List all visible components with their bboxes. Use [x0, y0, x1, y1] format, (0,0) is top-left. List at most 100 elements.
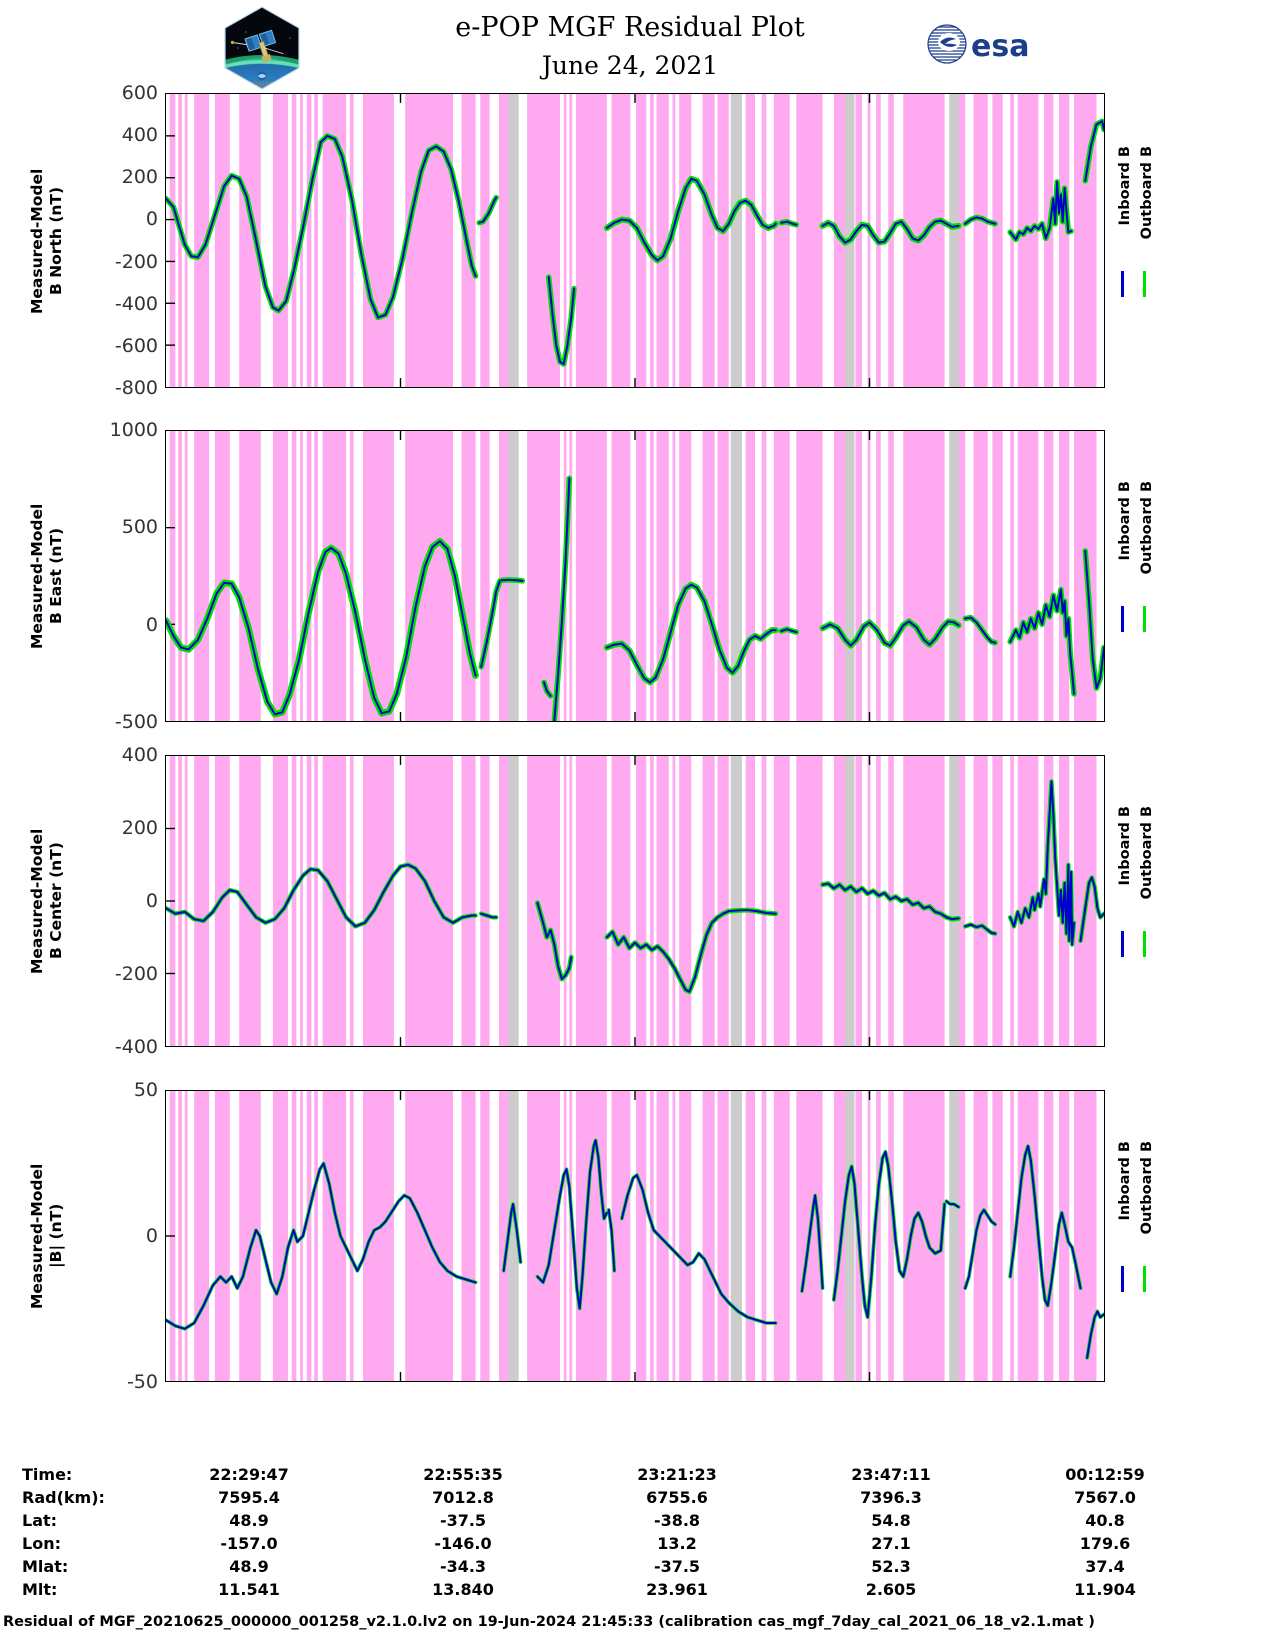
shaded-band-pink [992, 1091, 1003, 1381]
shaded-band-gray [845, 431, 855, 721]
shaded-band-pink [1043, 1091, 1054, 1381]
ytick-label: -50 [126, 1371, 158, 1393]
shaded-band-pink [717, 94, 729, 387]
shaded-band-pink [300, 756, 303, 1046]
trace-inboard-b [502, 1203, 522, 1272]
row-value: 22:55:35 [423, 1465, 503, 1484]
shaded-band-pink [761, 756, 767, 1046]
shaded-band-pink [745, 756, 756, 1046]
shaded-band-pink [322, 431, 347, 721]
ytick-label: 400 [121, 744, 158, 766]
trace-inboard-b [1084, 549, 1104, 690]
trace-inboard-b [478, 196, 498, 224]
plot-canvas-b-center [166, 756, 1104, 1046]
shaded-band-pink [563, 756, 567, 1046]
cassiope-mission-logo-icon: CASSIOPE [218, 4, 306, 92]
shaded-band-pink [867, 94, 871, 387]
shaded-band-pink [214, 94, 230, 387]
title-date: June 24, 2021 [541, 51, 719, 80]
shaded-band-pink [888, 431, 894, 721]
trace-inboard-b [821, 219, 960, 244]
shaded-band-pink [796, 756, 823, 1046]
ytick-label: 0 [145, 890, 158, 912]
trace-inboard-b [800, 1194, 824, 1293]
trace-inboard-b [166, 863, 477, 928]
shaded-band-pink [650, 94, 654, 387]
row-value: 54.8 [871, 1511, 911, 1530]
ytick-labels-b-north: 600 400 200 0 -200 -400 -600 -800 [60, 82, 158, 399]
shaded-band-pink [973, 94, 988, 387]
trace-inboard-b [1086, 1310, 1104, 1359]
shaded-band-pink [405, 431, 454, 721]
row-label: Time: [22, 1465, 73, 1484]
trace-inboard-b [536, 1139, 608, 1310]
shaded-band-pink [527, 431, 560, 721]
shaded-band-pink [1043, 431, 1054, 721]
plot-area-b-north[interactable] [165, 93, 1105, 388]
ytick-label: 600 [121, 82, 158, 104]
shaded-band-pink [349, 756, 354, 1046]
shaded-band-pink [672, 94, 676, 387]
shaded-band-pink [214, 431, 230, 721]
shaded-band-pink [679, 756, 692, 1046]
row-label: Mlt: [22, 1580, 58, 1599]
shaded-band-pink [992, 94, 1003, 387]
legend-swatch-outboard [1143, 1266, 1146, 1292]
shaded-band-gray [845, 1091, 855, 1381]
row-value: 11.904 [1074, 1580, 1136, 1599]
ytick-label: 400 [121, 124, 158, 147]
shaded-band-pink [973, 756, 988, 1046]
shaded-band-pink [480, 756, 490, 1046]
ytick-label: -600 [114, 334, 158, 357]
trace-inboard-b [553, 477, 571, 721]
shaded-band-pink [178, 94, 182, 387]
plot-area-b-magnitude[interactable] [165, 1090, 1105, 1382]
trace-inboard-b [1009, 780, 1075, 946]
plot-area-b-center[interactable] [165, 755, 1105, 1047]
shaded-band-pink [855, 756, 862, 1046]
shaded-band-gray [949, 756, 959, 1046]
shaded-band-pink [461, 756, 476, 1046]
shaded-band-pink [306, 756, 312, 1046]
trace-inboard-b [964, 1208, 997, 1290]
shaded-band-pink [650, 756, 654, 1046]
trace-inboard-b [480, 579, 501, 668]
row-label: Mlat: [22, 1557, 69, 1576]
shaded-band-pink [272, 94, 288, 387]
shaded-band-pink [575, 431, 607, 721]
shaded-band-pink [272, 756, 288, 1046]
row-value: 48.9 [229, 1511, 269, 1530]
plot-area-b-east[interactable] [165, 430, 1105, 722]
shaded-band-pink [575, 94, 607, 387]
shaded-band-pink [867, 756, 871, 1046]
shaded-band-pink [855, 431, 862, 721]
row-value: 23.961 [646, 1580, 708, 1599]
shaded-band-pink [194, 94, 210, 387]
shaded-band-pink [888, 94, 894, 387]
legend-label-inboard: Inboard B [1117, 481, 1133, 561]
trace-inboard-b [832, 1150, 946, 1319]
shaded-band-pink [480, 94, 490, 387]
row-value: 52.3 [871, 1557, 911, 1576]
shaded-band-pink [569, 1091, 573, 1381]
table-row: Mlt: 11.541 13.840 23.961 2.605 11.904 [22, 1578, 1212, 1601]
shaded-band-pink [717, 431, 729, 721]
shaded-band-pink [480, 1091, 490, 1381]
shaded-band-pink [876, 1091, 881, 1381]
shaded-band-pink [575, 1091, 607, 1381]
shaded-band-pink [575, 756, 607, 1046]
shaded-band-pink [761, 431, 767, 721]
shaded-band-pink [635, 756, 647, 1046]
shaded-band-pink [635, 431, 647, 721]
shaded-band-pink [1017, 94, 1039, 387]
trace-inboard-b [605, 177, 777, 262]
trace-inboard-b [964, 616, 997, 644]
legend-label-outboard: Outboard B [1139, 145, 1155, 239]
shaded-band-pink [169, 94, 176, 387]
shaded-band-pink [214, 1091, 230, 1381]
ytick-label: -500 [114, 711, 158, 733]
ytick-label: -400 [114, 1036, 158, 1058]
trace-inboard-b [964, 923, 997, 935]
row-value: 00:12:59 [1065, 1465, 1145, 1484]
row-value: -38.8 [653, 1511, 701, 1530]
